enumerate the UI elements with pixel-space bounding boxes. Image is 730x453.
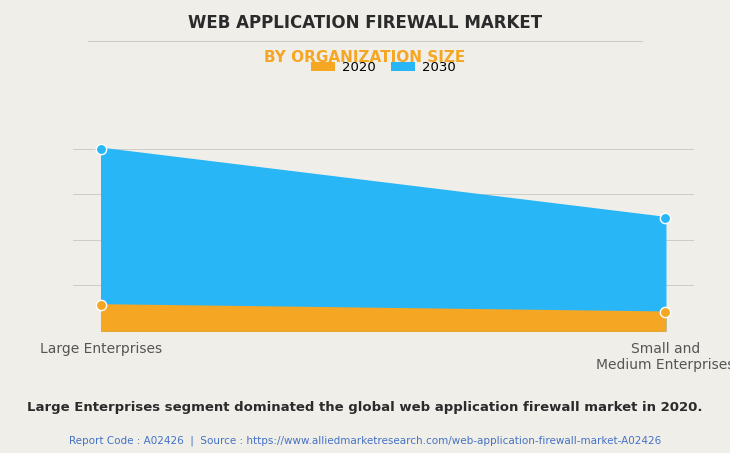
Point (96, 302, 107, 309)
Point (659, 214, 671, 222)
Point (96, 145, 107, 152)
Point (659, 309, 671, 316)
Text: Large Enterprises segment dominated the global web application firewall market i: Large Enterprises segment dominated the … (27, 401, 703, 414)
Legend: 2020, 2030: 2020, 2030 (306, 56, 461, 80)
Text: Report Code : A02426  |  Source : https://www.alliedmarketresearch.com/web-appli: Report Code : A02426 | Source : https://… (69, 436, 661, 446)
Text: BY ORGANIZATION SIZE: BY ORGANIZATION SIZE (264, 50, 466, 65)
Text: WEB APPLICATION FIREWALL MARKET: WEB APPLICATION FIREWALL MARKET (188, 14, 542, 32)
